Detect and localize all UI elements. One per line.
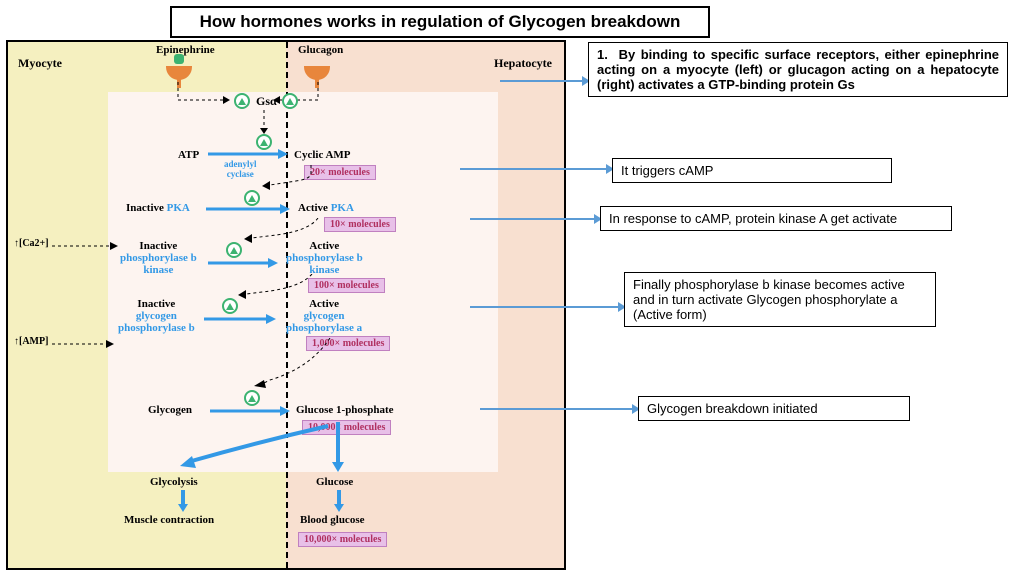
glycolysis-down-arrow xyxy=(176,490,190,515)
glucagon-label: Glucagon xyxy=(298,44,343,56)
pointer-1 xyxy=(500,80,584,82)
badge-10x: 10× molecules xyxy=(324,217,396,232)
inactive-pka-label: Inactive PKA xyxy=(126,202,190,214)
branch-arrows xyxy=(138,422,378,482)
page-title: How hormones works in regulation of Glyc… xyxy=(170,6,710,38)
annotation-3: In response to cAMP, protein kinase A ge… xyxy=(600,206,952,231)
active-pbk-label: Activephosphorylase bkinase xyxy=(286,240,363,276)
pointer-4 xyxy=(470,306,620,308)
gp-arrow xyxy=(204,312,276,331)
annotation-1: 1. By binding to specific surface recept… xyxy=(588,42,1008,97)
active-gp-label: Activeglycogenphosphorylase a xyxy=(286,298,362,334)
epinephrine-receptor-icon xyxy=(166,60,196,80)
pointer-5 xyxy=(480,408,634,410)
pbk-arrow xyxy=(208,256,278,275)
glucagon-receptor-icon xyxy=(304,60,334,80)
g1p-label: Glucose 1-phosphate xyxy=(296,404,394,416)
hepatocyte-label: Hepatocyte xyxy=(494,56,552,71)
badge-1000x: 1,000× molecules xyxy=(306,336,390,351)
ac-label: adenylyl cyclase xyxy=(224,160,257,180)
myocyte-label: Myocyte xyxy=(18,56,62,71)
gsa-label: Gsα xyxy=(256,94,277,109)
pointer-3 xyxy=(470,218,596,220)
gs-dot-left xyxy=(234,93,250,109)
ca2-label: ↑[Ca2+] xyxy=(14,238,49,249)
badge-20x: 20× molecules xyxy=(304,165,376,180)
glycolysis-label: Glycolysis xyxy=(150,476,198,488)
blood-glucose-label: Blood glucose xyxy=(300,514,364,526)
glycogen-label: Glycogen xyxy=(148,404,192,416)
epinephrine-label: Epinephrine xyxy=(156,44,215,56)
badge-100x: 100× molecules xyxy=(308,278,385,293)
camp-label: Cyclic AMP xyxy=(294,149,351,161)
amp-label: ↑[AMP] xyxy=(14,336,48,347)
glucose-down-arrow xyxy=(332,490,346,515)
inactive-pbk-label: Inactivephosphorylase bkinase xyxy=(120,240,197,276)
pka-arrow xyxy=(206,202,290,221)
pointer-2 xyxy=(460,168,608,170)
badge-10000x-b: 10,000× molecules xyxy=(298,532,387,547)
active-pka-label: Active PKA xyxy=(298,202,354,214)
inactive-gp-label: Inactiveglycogenphosphorylase b xyxy=(118,298,195,334)
glucose-label: Glucose xyxy=(316,476,353,488)
atp-label: ATP xyxy=(178,149,199,161)
annotation-5: Glycogen breakdown initiated xyxy=(638,396,910,421)
gs-dot-right xyxy=(282,93,298,109)
pathway-diagram: Myocyte Hepatocyte Epinephrine Glucagon … xyxy=(6,40,566,570)
glycogen-arrow xyxy=(210,404,290,423)
annotation-2: It triggers cAMP xyxy=(612,158,892,183)
annotation-4: Finally phosphorylase b kinase becomes a… xyxy=(624,272,936,327)
muscle-contraction-label: Muscle contraction xyxy=(124,514,214,526)
